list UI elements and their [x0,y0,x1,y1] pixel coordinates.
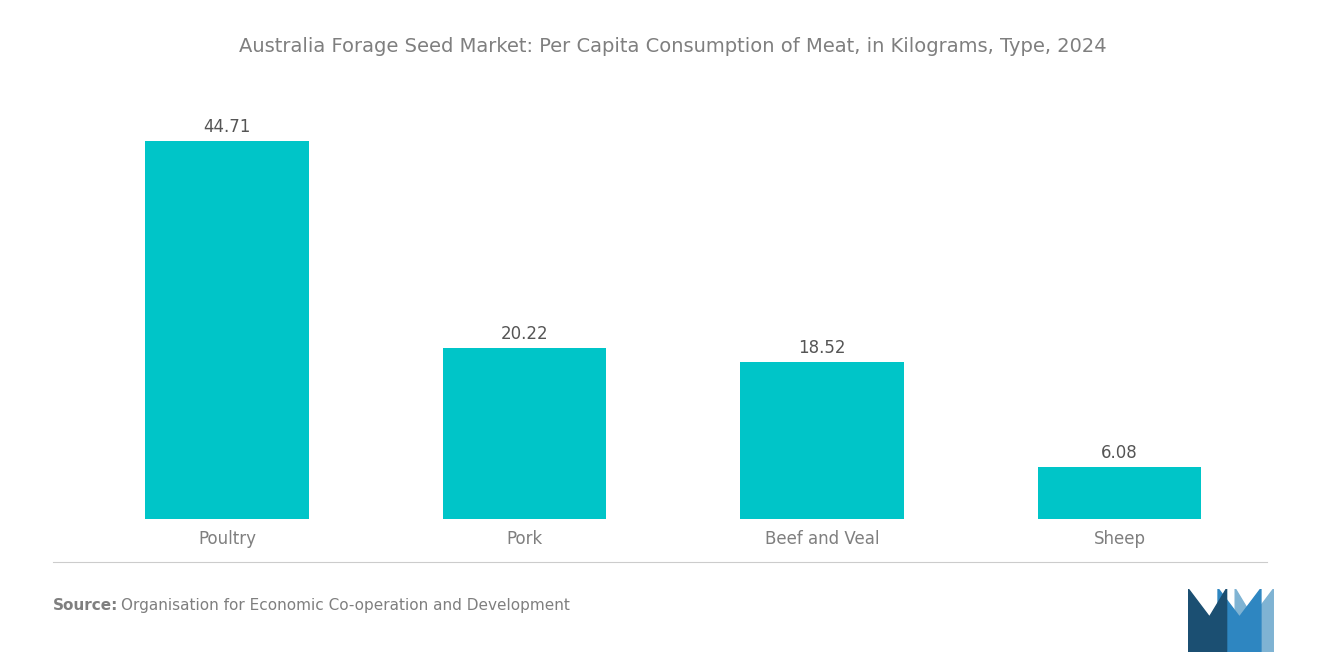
Bar [741,362,904,519]
Bar [1038,467,1201,519]
Text: 18.52: 18.52 [799,339,846,357]
Polygon shape [1218,589,1261,652]
Text: Organisation for Economic Co-operation and Development: Organisation for Economic Co-operation a… [121,598,570,612]
Polygon shape [1236,589,1274,652]
Polygon shape [1188,589,1226,652]
Text: 44.71: 44.71 [203,118,251,136]
Text: 6.08: 6.08 [1101,444,1138,462]
Title: Australia Forage Seed Market: Per Capita Consumption of Meat, in Kilograms, Type: Australia Forage Seed Market: Per Capita… [239,37,1107,56]
Text: 20.22: 20.22 [500,325,548,343]
Bar [145,142,309,519]
Text: Source:: Source: [53,598,119,612]
Bar [442,348,606,519]
